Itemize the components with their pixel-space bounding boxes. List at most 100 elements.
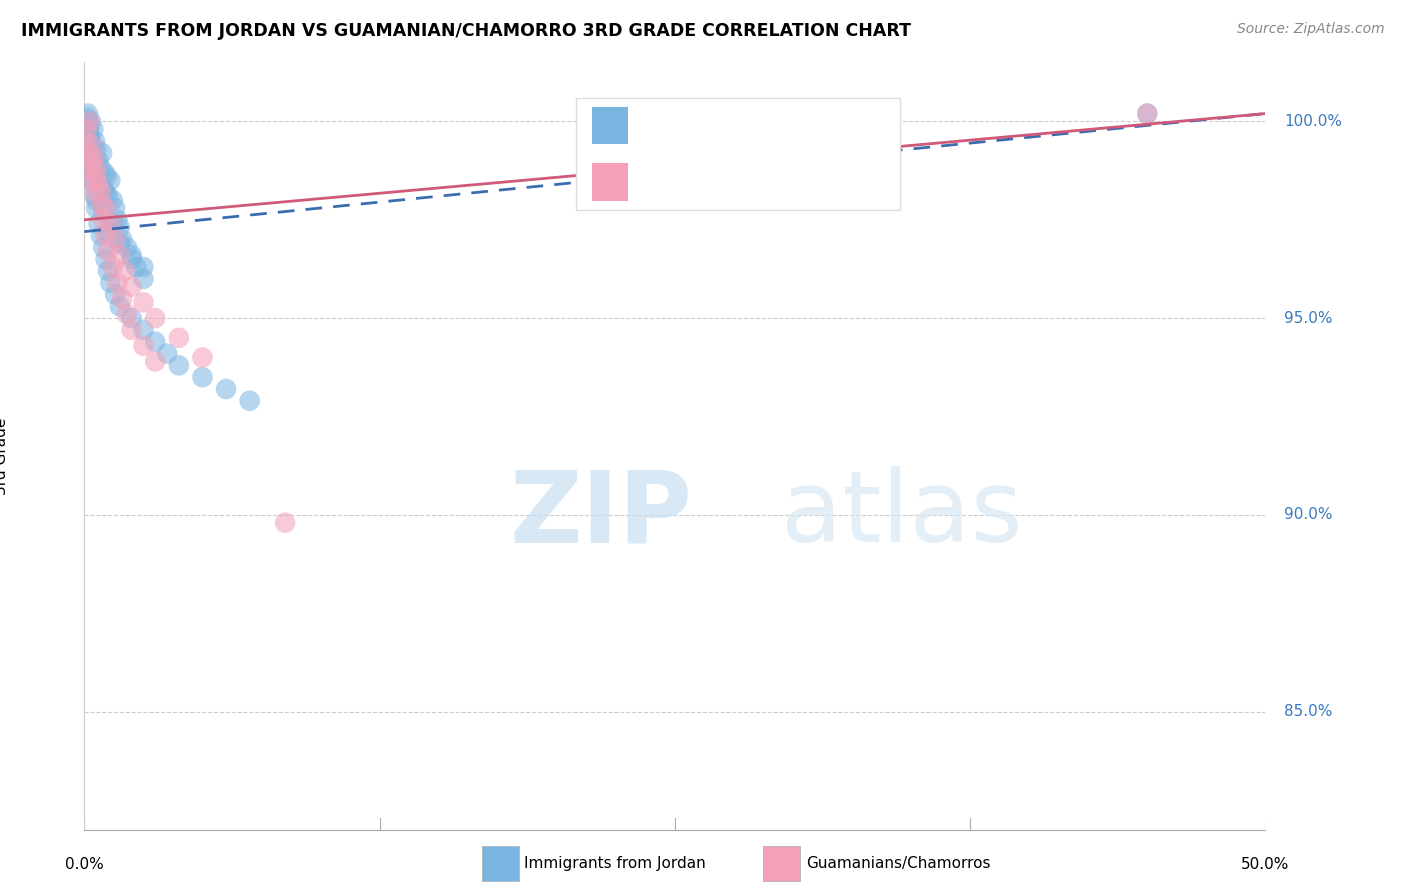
Point (104, 201, 127, 215)
Point (76, 134, 98, 148)
Point (84, 186, 107, 200)
Point (91, 145, 114, 160)
Point (75, 114, 97, 128)
Point (98, 173, 121, 187)
Point (125, 260, 148, 274)
Point (93, 165, 115, 179)
Point (79, 161, 101, 176)
Point (82, 145, 104, 160)
Point (90, 186, 112, 200)
Text: Immigrants from Jordan: Immigrants from Jordan (524, 856, 706, 871)
Point (80, 138, 103, 153)
Point (121, 323, 143, 337)
Point (82, 161, 104, 176)
Point (97, 225, 120, 239)
Point (91, 240, 114, 254)
Point (94, 186, 117, 200)
Point (84, 193, 107, 207)
Point (84, 134, 107, 148)
Point (97, 244, 120, 259)
Point (94, 228, 117, 243)
Point (84, 161, 107, 176)
Point (115, 307, 138, 321)
Point (167, 359, 190, 373)
Point (98, 276, 121, 290)
Point (94, 252, 117, 267)
Point (143, 311, 166, 326)
Point (1136, 106, 1159, 120)
Point (76, 122, 98, 136)
Point (90, 161, 112, 176)
Point (121, 252, 143, 267)
Point (274, 516, 297, 530)
Point (143, 334, 166, 349)
Text: 3rd Grade: 3rd Grade (0, 417, 10, 494)
Point (239, 393, 262, 408)
Point (84, 189, 107, 203)
Text: 85.0%: 85.0% (1284, 704, 1333, 719)
Point (82, 122, 104, 136)
Point (83, 165, 105, 179)
Point (101, 217, 124, 231)
Point (107, 212, 129, 227)
Point (96, 169, 118, 184)
Point (132, 260, 155, 274)
Point (80, 173, 103, 187)
Point (90, 228, 112, 243)
Text: N = 37: N = 37 (766, 173, 834, 191)
Point (121, 248, 143, 262)
Text: 0.0%: 0.0% (65, 857, 104, 872)
Point (84, 158, 107, 172)
Text: R = 0.114: R = 0.114 (634, 173, 724, 191)
Point (114, 264, 136, 278)
Text: Guamanians/Chamorros: Guamanians/Chamorros (806, 856, 990, 871)
Point (132, 339, 155, 353)
Point (80, 114, 103, 128)
Point (1136, 106, 1159, 120)
Text: 50.0%: 50.0% (1241, 857, 1289, 872)
Point (77, 106, 100, 120)
Point (77, 145, 100, 160)
Point (111, 232, 134, 246)
Point (104, 287, 127, 301)
Point (75, 134, 97, 148)
Point (76, 111, 98, 125)
Point (132, 272, 155, 286)
Point (89, 178, 111, 192)
Point (83, 150, 105, 164)
Point (86, 169, 108, 184)
Text: IMMIGRANTS FROM JORDAN VS GUAMANIAN/CHAMORRO 3RD GRADE CORRELATION CHART: IMMIGRANTS FROM JORDAN VS GUAMANIAN/CHAM… (21, 22, 911, 40)
Point (215, 382, 238, 396)
Point (111, 292, 134, 306)
Point (94, 201, 117, 215)
Point (83, 150, 105, 164)
Point (132, 295, 155, 310)
Point (115, 240, 138, 254)
Text: 100.0%: 100.0% (1284, 114, 1343, 129)
Point (82, 173, 104, 187)
Point (97, 189, 120, 203)
Text: R = 0.114: R = 0.114 (634, 117, 724, 135)
Text: Source: ZipAtlas.com: Source: ZipAtlas.com (1237, 22, 1385, 37)
Point (83, 178, 105, 192)
Point (108, 248, 131, 262)
Point (108, 299, 131, 313)
Text: 90.0%: 90.0% (1284, 508, 1333, 523)
Point (132, 323, 155, 337)
Point (101, 193, 124, 207)
Point (107, 276, 129, 290)
Point (79, 130, 101, 145)
Point (75, 122, 97, 136)
Point (84, 142, 107, 156)
Point (80, 153, 103, 168)
Point (121, 311, 143, 326)
Point (101, 260, 124, 274)
Text: ZIP: ZIP (509, 467, 692, 564)
Point (79, 161, 101, 176)
Point (143, 354, 166, 368)
Point (77, 119, 100, 133)
Point (97, 264, 120, 278)
Text: 95.0%: 95.0% (1284, 310, 1333, 326)
Point (191, 351, 214, 365)
Text: atlas: atlas (782, 467, 1022, 564)
